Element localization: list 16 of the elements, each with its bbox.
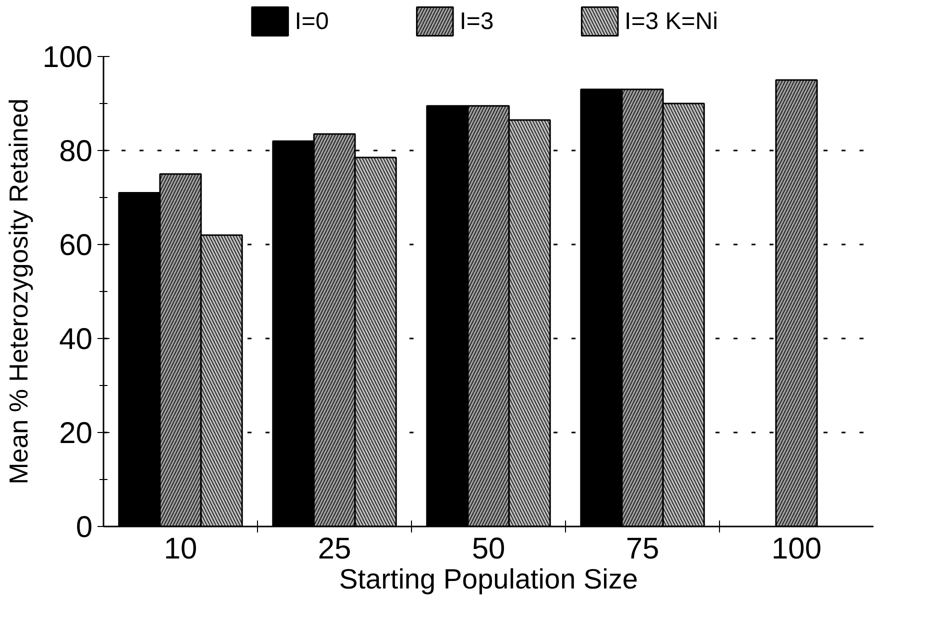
legend-label: I=0: [294, 8, 329, 36]
x-axis-title: Starting Population Size: [339, 564, 638, 594]
y-tick-label: 0: [76, 511, 93, 544]
y-tick-label: 60: [59, 229, 93, 262]
y-tick-label: 20: [59, 417, 93, 450]
legend-label: I=3: [460, 8, 494, 36]
x-tick-label: 25: [318, 532, 352, 566]
y-tick-label: 100: [42, 41, 93, 74]
x-tick-label: 75: [626, 532, 660, 566]
legend-label: I=3 K=Ni: [624, 8, 718, 36]
y-tick-label: 80: [59, 135, 93, 168]
y-tick-label: 40: [59, 323, 93, 356]
y-axis-title: Mean % Heterozygosity Retained: [3, 98, 34, 484]
x-tick-label: 50: [472, 532, 506, 566]
x-tick-label: 100: [771, 532, 822, 566]
x-tick-label: 10: [164, 532, 198, 566]
